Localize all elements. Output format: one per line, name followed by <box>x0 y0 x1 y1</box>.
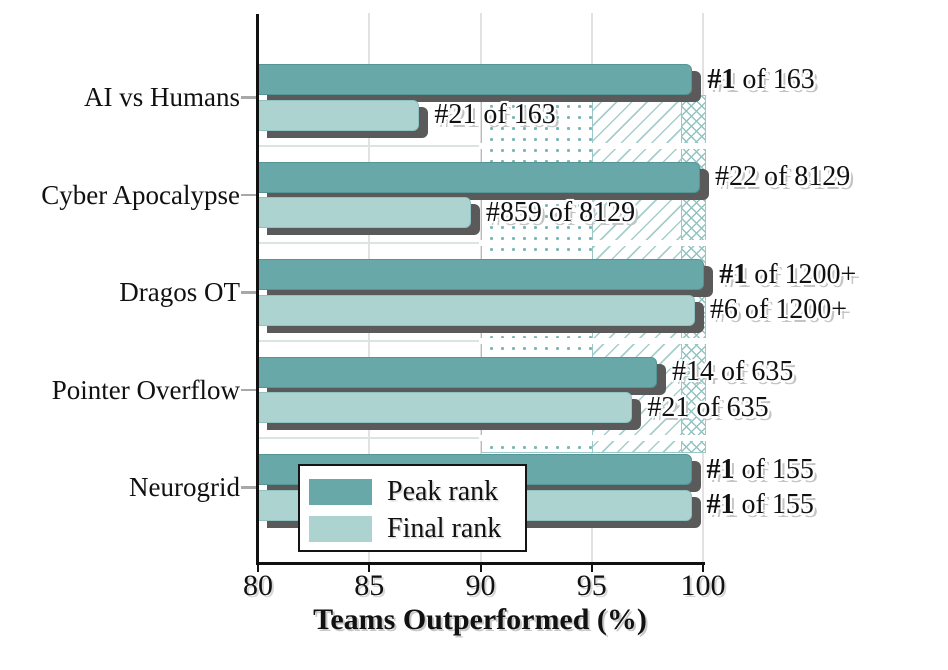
y-tick-4 <box>241 486 257 489</box>
legend-entry-peak-rank: Peak rank <box>309 476 499 507</box>
bar-value-label-final-4: #1 of 155 <box>707 489 814 521</box>
bar-peak-rank-0 <box>258 64 693 95</box>
bar-peak-rank-2 <box>258 259 705 290</box>
rank-bold: #1 <box>706 489 735 520</box>
rank-text: #22 of 8129 <box>714 161 851 192</box>
bar-value-label-final-2: #6 of 1200+ <box>710 294 847 326</box>
legend-swatch-peak-rank <box>309 478 372 505</box>
bar-peak-rank-1 <box>258 161 700 193</box>
y-tick-3 <box>241 388 257 391</box>
left-spine <box>256 14 259 564</box>
category-label-2: Dragos OT <box>119 277 240 307</box>
bar-peak-rank-3 <box>258 356 658 388</box>
rank-text: #6 of 1200+ <box>709 294 847 325</box>
legend-label-final-rank: Final rank <box>387 513 502 544</box>
rank-text: of 163 <box>735 63 815 95</box>
rank-bold: #1 <box>719 258 748 290</box>
bar-value-label-peak-0: #1 of 163 <box>707 64 814 96</box>
bar-value-label-peak-3: #14 of 635 <box>672 356 793 388</box>
category-label-4: Neurogrid <box>129 472 240 502</box>
x-tick-95 <box>590 563 593 572</box>
bar-value-label-peak-2: #1 of 1200+ <box>719 259 856 291</box>
bar-value-label-final-0: #21 of 163 <box>434 99 555 131</box>
bar-value-label-peak-1: #22 of 8129 <box>715 161 850 193</box>
category-label-0: AI vs Humans <box>84 82 240 112</box>
bar-final-rank-0 <box>258 99 420 131</box>
x-tick-label-95: 95 <box>576 569 607 602</box>
y-tick-0 <box>241 96 257 99</box>
category-label-1: Cyber Apocalypse <box>41 179 240 210</box>
row-boundary-stripe-0 <box>478 142 711 149</box>
rank-text: of 155 <box>734 489 814 520</box>
rank-text: #21 of 635 <box>647 391 769 423</box>
category-label-3: Pointer Overflow <box>51 374 240 405</box>
rank-bold: #1 <box>707 63 736 95</box>
x-tick-80 <box>257 563 259 572</box>
y-tick-2 <box>241 291 257 294</box>
legend-swatch-final-rank <box>309 515 372 542</box>
x-tick-label-80: 80 <box>243 569 273 602</box>
bottom-spine <box>256 562 705 565</box>
x-tick-label-90: 90 <box>465 569 496 602</box>
rank-text: of 155 <box>734 453 814 485</box>
bar-final-rank-1 <box>258 197 471 228</box>
bar-final-rank-3 <box>258 392 633 423</box>
rank-text: #21 of 163 <box>434 99 556 130</box>
legend-entry-final-rank: Final rank <box>309 513 502 544</box>
x-tick-100 <box>702 563 704 572</box>
x-tick-label-85: 85 <box>354 569 385 602</box>
bar-final-rank-2 <box>258 294 695 326</box>
rank-bold: #1 <box>706 453 735 485</box>
x-tick-90 <box>479 563 482 572</box>
x-tick-label-100: 100 <box>680 569 726 602</box>
rank-text: #14 of 635 <box>672 356 794 387</box>
legend-label-peak-rank: Peak rank <box>387 476 499 507</box>
row-boundary-stripe-3 <box>478 435 711 442</box>
y-tick-1 <box>241 193 257 196</box>
rank-text: of 1200+ <box>747 258 857 290</box>
x-tick-85 <box>368 563 371 572</box>
bar-value-label-final-3: #21 of 635 <box>647 392 768 424</box>
legend: Peak rank Final rank <box>298 464 527 552</box>
rank-text: #859 of 8129 <box>485 196 636 228</box>
bar-value-label-final-1: #859 of 8129 <box>486 197 635 229</box>
row-boundary-stripe-1 <box>478 240 711 247</box>
bar-value-label-peak-4: #1 of 155 <box>707 454 814 486</box>
row-boundary-stripe-2 <box>478 337 711 344</box>
x-axis-label: Teams Outperformed (%) <box>313 603 647 636</box>
